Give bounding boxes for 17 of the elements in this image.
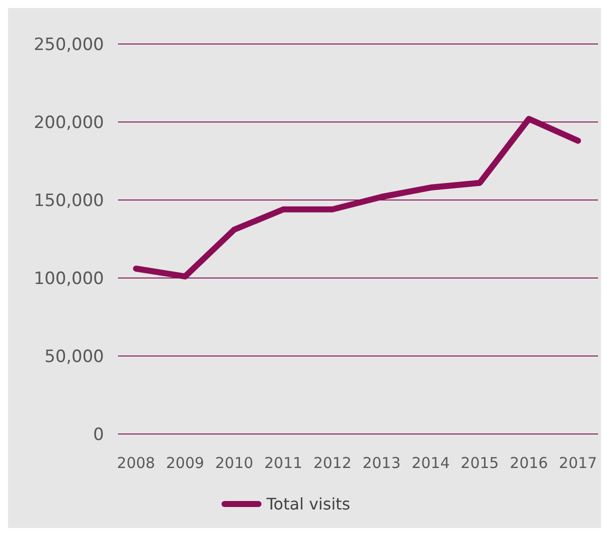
- y-tick-label: 100,000: [34, 268, 104, 289]
- x-tick-label: 2011: [264, 454, 302, 472]
- y-tick-label: 50,000: [44, 346, 104, 367]
- y-tick-label: 250,000: [34, 34, 104, 55]
- x-tick-label: 2012: [313, 454, 352, 472]
- x-tick-label: 2010: [215, 454, 254, 472]
- y-tick-label: 150,000: [34, 190, 104, 211]
- x-tick-label: 2014: [412, 454, 450, 472]
- x-tick-label: 2008: [116, 454, 156, 472]
- x-tick-label: 2013: [362, 454, 401, 472]
- x-tick-label: 2015: [460, 454, 499, 472]
- legend-label: Total visits: [266, 494, 350, 514]
- x-tick-label: 2017: [558, 454, 598, 472]
- y-tick-label: 0: [93, 424, 104, 445]
- x-tick-label: 2016: [510, 454, 548, 472]
- y-tick-label: 200,000: [34, 112, 104, 133]
- x-tick-label: 2009: [166, 454, 204, 472]
